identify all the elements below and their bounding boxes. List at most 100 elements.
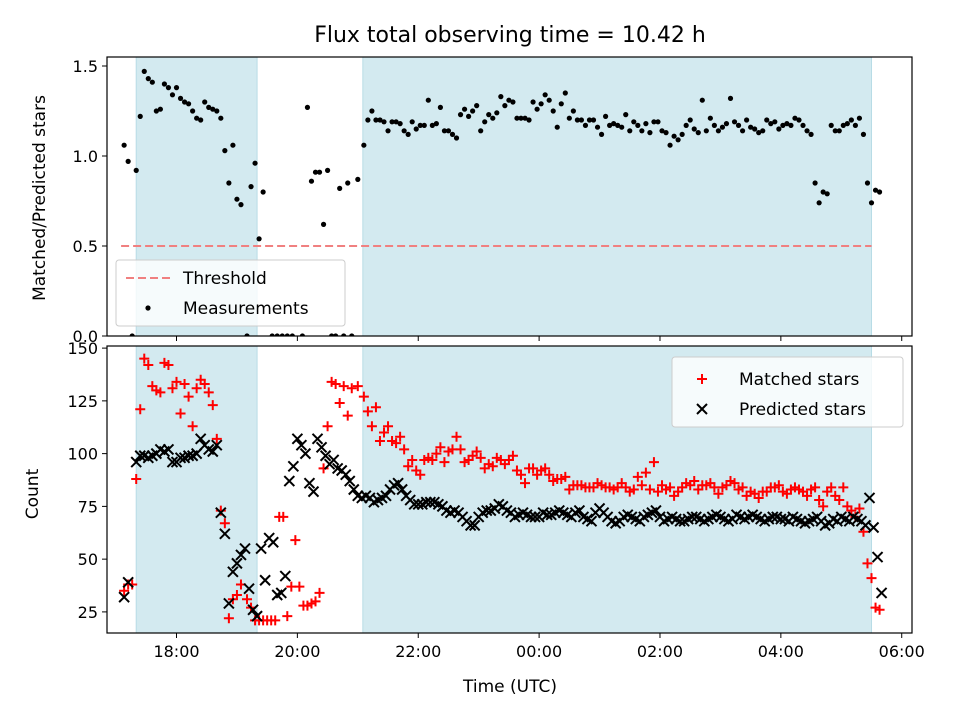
measurement-point <box>602 113 609 119</box>
measurement-point <box>727 95 734 101</box>
measurement-point <box>590 117 597 123</box>
measurement-point <box>238 202 244 208</box>
measurement-point <box>828 122 834 128</box>
predicted-star-point <box>166 456 179 468</box>
matched-star-point <box>689 476 700 487</box>
matched-star-point <box>431 448 442 459</box>
matched-star-point <box>544 469 555 480</box>
measurement-point <box>445 128 452 134</box>
measurement-point <box>639 128 645 134</box>
predicted-star-point <box>275 587 287 599</box>
measurement-point <box>161 81 168 87</box>
predicted-star-point <box>219 528 231 540</box>
matched-star-point <box>167 383 178 394</box>
measurement-point <box>542 92 548 98</box>
matched-star-point <box>439 457 450 468</box>
measurement-point <box>361 142 367 148</box>
measurement-point <box>397 121 403 127</box>
measurement-point <box>401 128 407 134</box>
measurement-point <box>699 97 705 103</box>
measurement-point <box>647 130 653 136</box>
measurement-point <box>514 115 520 121</box>
measurement-point <box>707 115 713 121</box>
measurement-point <box>784 121 790 127</box>
measurement-point <box>429 122 435 128</box>
matched-star-point <box>270 615 281 626</box>
matched-star-point <box>278 511 289 522</box>
matched-star-point <box>171 376 182 387</box>
measurement-point <box>377 117 383 123</box>
measurement-point <box>748 124 754 130</box>
matched-star-point <box>334 397 345 408</box>
measurement-point <box>409 119 415 125</box>
y-tick-label: 150 <box>67 339 98 358</box>
matched-star-point <box>127 579 138 590</box>
measurement-point <box>474 103 480 109</box>
measurement-point <box>299 333 306 336</box>
measurement-point <box>667 142 673 148</box>
measurement-point <box>510 99 516 105</box>
measurement-point <box>808 131 814 137</box>
x-tick-label: 20:00 <box>274 642 320 661</box>
measurement-point <box>308 178 315 184</box>
y-tick-label: 125 <box>67 392 98 411</box>
matched-star-point <box>729 478 740 489</box>
bottom-legend: Matched stars Predicted stars <box>671 356 904 428</box>
measurement-point <box>546 97 552 103</box>
measurement-point <box>760 128 766 134</box>
matched-star-point <box>818 501 829 512</box>
predicted-star-point <box>859 519 872 532</box>
matched-star-point <box>294 581 305 592</box>
matched-star-point <box>528 463 539 474</box>
measurement-point <box>607 122 613 128</box>
measurement-point <box>417 122 423 128</box>
predicted-star-point <box>295 439 308 451</box>
measurement-point <box>324 167 331 173</box>
measurement-point <box>218 115 224 121</box>
measurement-point <box>663 130 669 136</box>
measurement-point <box>780 122 786 128</box>
predicted-star-point <box>243 582 255 595</box>
measurement-point <box>840 122 846 128</box>
measurement-point <box>816 200 822 206</box>
measurement-point <box>872 187 879 193</box>
measurement-point <box>731 119 738 125</box>
measurement-point <box>449 131 456 137</box>
measurement-point <box>405 131 411 137</box>
predicted-star-point <box>283 475 296 487</box>
measurement-point <box>860 131 867 137</box>
measurement-point <box>659 128 665 134</box>
measurement-point <box>369 108 375 114</box>
matched-star-point <box>383 421 394 432</box>
matched-star-point <box>652 486 663 497</box>
measurement-point <box>337 185 343 191</box>
measurement-point <box>538 101 544 107</box>
matched-star-point <box>648 457 659 468</box>
predicted-star-point <box>207 445 219 458</box>
predicted-star-point <box>299 447 312 460</box>
top-legend: Threshold Measurements <box>115 259 346 327</box>
predicted-star-point <box>251 610 263 622</box>
measurement-point <box>190 108 196 114</box>
matched-star-point <box>322 421 333 432</box>
matched-star-point <box>560 471 571 482</box>
measurement-point <box>137 113 143 119</box>
matched-star-point <box>471 446 482 457</box>
matched-star-point <box>231 590 242 601</box>
matched-star-point <box>163 359 174 370</box>
measurement-point <box>627 128 633 134</box>
x-tick-label: 04:00 <box>758 642 804 661</box>
measurement-point <box>796 117 802 123</box>
measurement-point <box>453 135 460 141</box>
measurement-point <box>385 128 391 134</box>
measurement-point <box>856 115 863 121</box>
measurement-point <box>437 104 444 110</box>
measurement-point <box>206 104 212 110</box>
y-tick-label: 100 <box>67 445 98 464</box>
measurement-point <box>776 126 782 132</box>
measurement-point <box>635 122 641 128</box>
measurement-point <box>558 101 564 107</box>
measurement-point <box>133 167 139 173</box>
measurement-point <box>864 180 871 186</box>
